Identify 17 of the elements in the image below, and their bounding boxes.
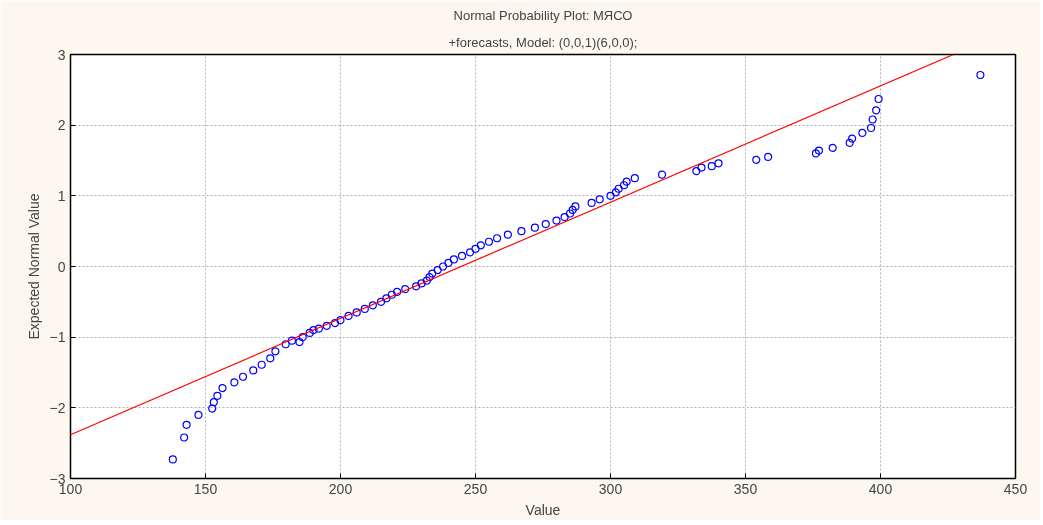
x-tick-label: 300 (598, 480, 623, 497)
y-tick-label: −2 (49, 399, 66, 416)
x-tick-label: 450 (1003, 480, 1028, 497)
y-tick-label: 1 (57, 187, 66, 204)
x-tick-label: 350 (733, 480, 758, 497)
y-tick-label: 3 (57, 46, 66, 63)
x-tick-label: 150 (193, 480, 218, 497)
y-tick-label: −1 (49, 329, 66, 346)
chart-subtitle: +forecasts, Model: (0,0,1)(6,0,0); (448, 34, 638, 50)
y-tick-label: 2 (57, 117, 66, 134)
x-tick-label: 400 (868, 480, 893, 497)
x-axis-title: Value (525, 501, 561, 518)
x-tick-label: 250 (463, 480, 488, 497)
y-axis-title: Expected Normal Value (25, 193, 42, 340)
y-tick-label: 0 (57, 258, 66, 275)
chart-title: Normal Probability Plot: МЯСО (453, 7, 633, 23)
x-tick-label: 200 (328, 480, 353, 497)
